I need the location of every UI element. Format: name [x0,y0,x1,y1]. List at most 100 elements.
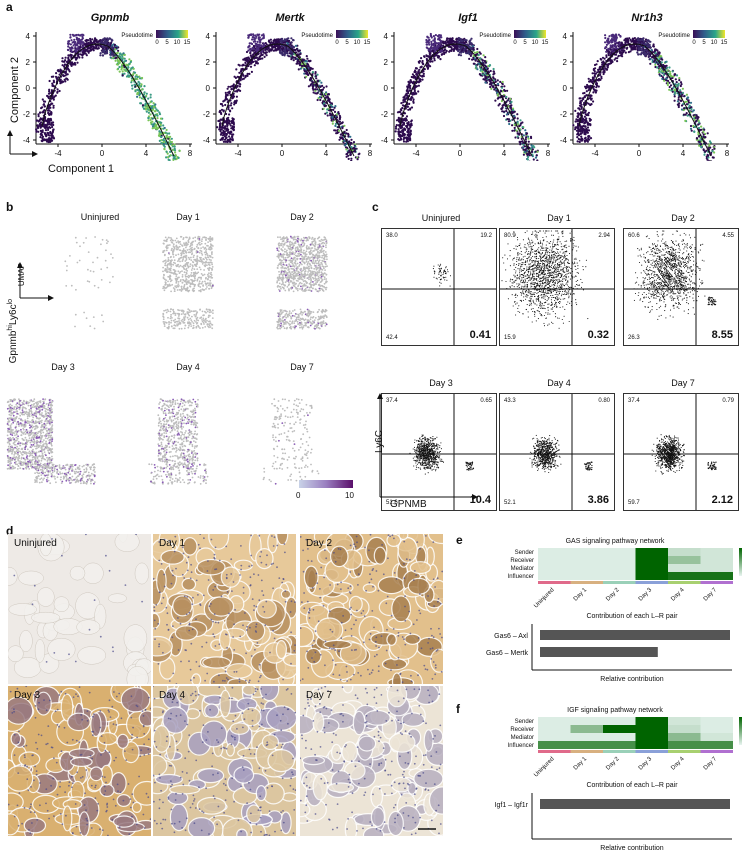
legend-tick: 15 [184,40,191,46]
pseudotime-colorbar [514,30,546,38]
contrib-xlabel: Relative contribution [600,676,664,683]
heatmap-cell [635,556,668,564]
heatmap-row-label: Mediator [511,566,534,572]
quadrant-lr: 0.32 [587,329,609,341]
facs-title: Day 4 [547,378,571,388]
facs-title: Day 3 [429,378,453,388]
y-tick-label: -2 [23,110,31,119]
heatmap-col-label: Day 2 [605,587,621,603]
heatmap-col-label: Day 3 [638,756,654,772]
heatmap-cell [538,741,571,749]
legend-tick: 15 [542,40,549,46]
column-band [635,581,668,584]
heatmap-cell [570,733,603,741]
x-tick-label: -4 [412,149,420,158]
panel-e-label: e [456,533,463,547]
pseudotime-legend-title: Pseudotime [479,33,511,39]
x-tick-label: 8 [546,149,551,158]
facs-title: Uninjured [421,213,461,223]
legend-tick: 5 [165,40,169,46]
umap-plot [64,236,114,330]
heatmap-cell [603,733,636,741]
heatmap-cell [668,548,701,556]
column-band [668,581,701,584]
y-tick-label: 2 [206,58,211,67]
y-tick-label: 4 [206,32,211,41]
ihc-label: Day 7 [306,690,333,701]
y-tick-label: 4 [26,32,31,41]
contrib-bar-label: Gas6 – Axl [494,633,528,640]
panel_e-chart: GAS signaling pathway network Sender Recei… [486,538,742,683]
heatmap-cell [570,564,603,572]
umap-title: Day 7 [290,362,314,372]
panel-b-ylabel: GpnmbhiLy6clo [7,276,19,386]
heatmap-cell [538,725,571,733]
umap-axis-arrows [17,262,54,301]
heatmap-col-label: Day 2 [605,756,621,772]
y-tick-label: 0 [384,84,389,93]
quadrant-lr: 2.12 [711,494,733,506]
quadrant-ur: 0.80 [598,398,610,404]
y-tick-label: -4 [23,136,31,145]
y-tick-label: 2 [563,58,568,67]
quadrant-ll: 15.9 [504,335,516,341]
legend-tick: 10 [354,40,361,46]
heatmap-cell [570,548,603,556]
umap-plot [162,235,214,330]
panel-c-ylabel: Ly6C [373,430,385,453]
legend-tick: 5 [523,40,527,46]
ihc-label: Day 2 [306,538,333,549]
column-band [538,581,571,584]
contrib-bar [540,799,730,809]
umap-title: Day 3 [51,362,75,372]
ihc-image: Day 2 [300,534,443,684]
heatmap-cell [538,556,571,564]
legend-tick: 0 [513,40,517,46]
quadrant-lr: 8.55 [711,329,733,341]
heatmap-cell [570,717,603,725]
heatmap-cell [603,572,636,580]
heatmap-cell [700,556,733,564]
x-tick-label: 0 [100,149,105,158]
heatmap-cell [700,548,733,556]
heatmap-cell [635,548,668,556]
panel-a-ylabel: Component 2 [9,56,21,124]
quadrant-ll: 42.4 [386,335,398,341]
panel-c-xlabel: GPNMB [390,499,427,510]
panel-a-xlabel: Component 1 [48,163,115,175]
umap-title: Day 2 [290,212,314,222]
heatmap-cell [570,725,603,733]
facs-plot: 80.9 2.94 15.9 0.32 [499,228,615,346]
x-tick-label: 0 [280,149,285,158]
panel-b-ylabel-sup: hi [6,325,14,331]
trajectory-title: Nr1h3 [631,12,663,24]
x-tick-label: 4 [502,149,507,158]
facs-title: Day 7 [671,378,695,388]
panel-b-label: b [6,200,14,214]
pseudotime-legend-title: Pseudotime [301,33,333,39]
legend-tick: 10 [532,40,539,46]
legend-tick: 0 [155,40,159,46]
facs-plot: 37.4 0.79 59.7 2.12 [623,393,739,511]
umap-scale-max: 10 [345,491,354,500]
importance-colorbar [739,717,742,745]
heatmap-cell [538,572,571,580]
trajectory-title: Mertk [275,12,305,24]
column-band [700,581,733,584]
column-band [668,750,701,753]
quadrant-ur: 0.65 [480,398,492,404]
heatmap-cell [538,548,571,556]
quadrant-lr: 3.86 [587,494,609,506]
heatmap-col-label: Day 7 [703,587,719,603]
heatmap-col-label: Day 4 [670,756,686,772]
quadrant-ll: 52.1 [504,500,516,506]
y-tick-label: -2 [381,110,389,119]
heatmap-row-label: Receiver [510,727,534,733]
ihc-label: Uninjured [14,538,57,549]
quadrant-ul: 43.3 [504,398,516,404]
heatmap-cell [603,725,636,733]
x-tick-label: 0 [637,149,642,158]
umap-plot [262,398,320,485]
contrib-bar [540,630,730,640]
